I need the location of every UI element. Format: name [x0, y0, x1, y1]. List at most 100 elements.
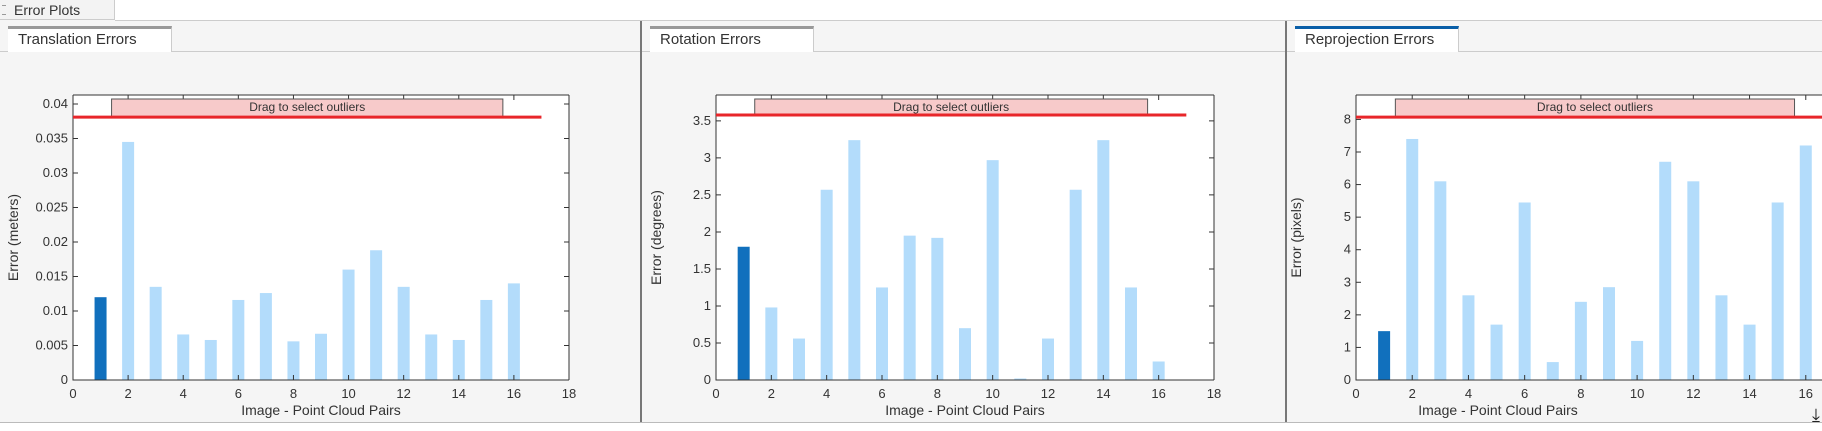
y-tick-label: 2.5: [693, 187, 711, 202]
x-tick-label: 2: [768, 386, 775, 401]
tab-rotation-errors[interactable]: Rotation Errors: [650, 26, 814, 52]
x-tick-label: 12: [1686, 386, 1700, 401]
bar[interactable]: [903, 235, 916, 380]
x-tick-label: 0: [712, 386, 719, 401]
y-tick-label: 0.03: [43, 165, 68, 180]
bar[interactable]: [204, 339, 217, 380]
bar[interactable]: [287, 341, 300, 380]
bar[interactable]: [149, 286, 162, 380]
bar[interactable]: [1069, 189, 1082, 380]
x-tick-label: 8: [934, 386, 941, 401]
bar[interactable]: [1125, 287, 1137, 380]
y-tick-label: 0.02: [43, 234, 68, 249]
bar[interactable]: [959, 328, 971, 380]
bar[interactable]: [452, 339, 465, 380]
bar[interactable]: [397, 286, 410, 380]
bar[interactable]: [122, 141, 135, 380]
bar[interactable]: [876, 287, 888, 380]
bar[interactable]: [848, 140, 861, 380]
bar[interactable]: [820, 189, 833, 380]
bar[interactable]: [1603, 287, 1615, 380]
y-tick-label: 3: [704, 150, 711, 165]
bar[interactable]: [793, 338, 805, 380]
bar[interactable]: [737, 246, 750, 380]
x-tick-label: 10: [341, 386, 355, 401]
bar[interactable]: [1574, 301, 1587, 380]
y-tick-label: 0.01: [43, 303, 68, 318]
bar[interactable]: [370, 250, 383, 380]
bar[interactable]: [931, 237, 944, 380]
y-tick-label: 1: [1344, 339, 1351, 354]
bar[interactable]: [1715, 295, 1728, 380]
x-axis-label: Image - Point Cloud Pairs: [241, 402, 401, 418]
bar[interactable]: [1687, 181, 1700, 380]
drag-grip-icon[interactable]: [2, 5, 6, 15]
bar[interactable]: [232, 299, 245, 380]
outlier-label: Drag to select outliers: [893, 100, 1009, 114]
y-axis-label: Error (pixels): [1288, 197, 1304, 277]
y-tick-label: 1.5: [693, 261, 711, 276]
bar[interactable]: [507, 283, 520, 380]
bar[interactable]: [94, 297, 107, 380]
y-tick-label: 1: [704, 298, 711, 313]
bar[interactable]: [480, 299, 493, 380]
y-tick-label: 8: [1344, 111, 1351, 126]
x-tick-label: 4: [823, 386, 830, 401]
x-tick-label: 14: [1742, 386, 1756, 401]
bar[interactable]: [1743, 324, 1756, 380]
bar[interactable]: [1042, 338, 1054, 380]
y-tick-label: 0: [1344, 372, 1351, 387]
y-tick-label: 7: [1344, 144, 1351, 159]
bar[interactable]: [1799, 145, 1812, 380]
bar[interactable]: [1014, 378, 1027, 380]
y-tick-label: 0: [704, 372, 711, 387]
y-tick-label: 2: [1344, 307, 1351, 322]
x-tick-label: 18: [562, 386, 576, 401]
x-tick-label: 14: [1096, 386, 1110, 401]
x-tick-label: 8: [1577, 386, 1584, 401]
download-icon[interactable]: ⤓: [1812, 405, 1820, 425]
bar[interactable]: [986, 160, 999, 380]
x-tick-label: 4: [180, 386, 187, 401]
outlier-label: Drag to select outliers: [249, 100, 365, 114]
x-tick-label: 6: [235, 386, 242, 401]
bar[interactable]: [1490, 324, 1503, 380]
bar[interactable]: [1659, 161, 1672, 380]
bar[interactable]: [1097, 140, 1110, 380]
bar[interactable]: [425, 334, 438, 380]
y-tick-label: 0: [61, 372, 68, 387]
bar[interactable]: [1152, 361, 1165, 380]
bar[interactable]: [177, 334, 190, 380]
x-tick-label: 2: [124, 386, 131, 401]
bar[interactable]: [765, 307, 778, 380]
tab-strip: Translation Errors: [0, 26, 640, 52]
tab-reprojection-errors[interactable]: Reprojection Errors: [1295, 26, 1459, 52]
bar[interactable]: [1378, 331, 1391, 380]
bar[interactable]: [342, 269, 355, 380]
x-tick-label: 4: [1465, 386, 1472, 401]
chart-0: 0 2 4 6 8 10 12 14 16 18 0 0.005 0.01 0.015 0.02 0.025 0…: [5, 94, 576, 418]
bar[interactable]: [259, 293, 272, 380]
bar[interactable]: [1462, 295, 1475, 380]
tab-label: Error Plots: [14, 2, 81, 18]
bar[interactable]: [1771, 202, 1784, 380]
x-tick-label: 16: [1799, 386, 1813, 401]
panel-divider[interactable]: [1285, 21, 1287, 422]
x-tick-label: 2: [1409, 386, 1416, 401]
bar[interactable]: [1631, 340, 1644, 380]
x-tick-label: 6: [1521, 386, 1528, 401]
y-tick-label: 0.025: [35, 199, 68, 214]
bar[interactable]: [1406, 138, 1419, 380]
tab-translation-errors[interactable]: Translation Errors: [8, 26, 172, 52]
x-tick-label: 12: [1041, 386, 1055, 401]
y-axis-label: Error (degrees): [648, 190, 664, 285]
tab-error-plots[interactable]: Error Plots: [0, 0, 115, 20]
bar[interactable]: [1434, 181, 1447, 380]
y-tick-label: 0.035: [35, 130, 68, 145]
bar[interactable]: [1546, 362, 1559, 380]
bar[interactable]: [315, 333, 327, 380]
bar[interactable]: [1518, 202, 1531, 380]
panel-divider[interactable]: [640, 21, 642, 422]
x-tick-label: 10: [985, 386, 999, 401]
